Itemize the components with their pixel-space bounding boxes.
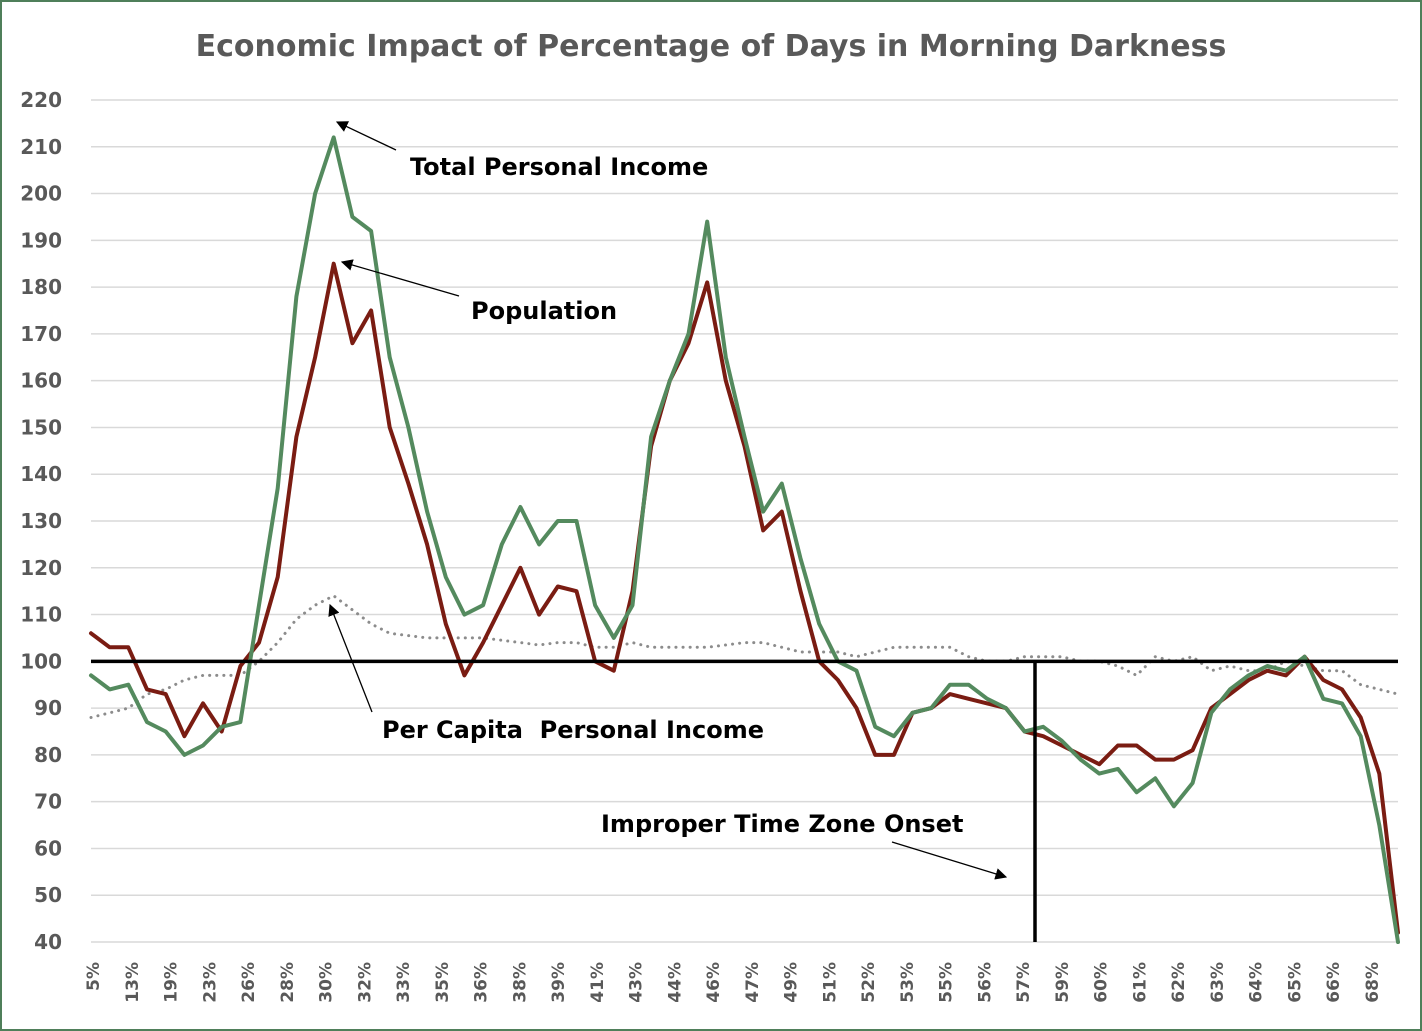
y-tick-label: 100 (20, 649, 62, 673)
x-tick-label: 60% (1092, 962, 1112, 1003)
series-line-total-personal-income (89, 135, 1400, 944)
x-tick-label: 52% (859, 962, 879, 1003)
x-tick-label: 68% (1363, 962, 1383, 1003)
y-tick-label: 40 (34, 930, 62, 954)
reference-lines (91, 659, 1398, 942)
x-tick-label: 47% (743, 962, 763, 1003)
series-line-population (89, 261, 1400, 935)
annotation-per-capita: Per Capita Personal Income (382, 716, 764, 744)
y-tick-label: 80 (34, 743, 62, 767)
x-tick-label: 30% (317, 962, 337, 1003)
x-tick-label: 65% (1285, 962, 1305, 1003)
x-tick-label: 33% (394, 962, 414, 1003)
x-axis-ticks: 5% 13% 19% 23% 26% 28% 30% 32% 33% 35% 36% 38% 39% 41… (84, 962, 1383, 1003)
y-tick-label: 150 (20, 415, 62, 439)
x-tick-label: 43% (627, 962, 647, 1003)
x-tick-label: 49% (782, 962, 802, 1003)
annotation-arrow-time-zone (891, 841, 1008, 880)
y-tick-label: 70 (34, 790, 62, 814)
y-tick-label: 210 (20, 135, 62, 159)
annotation-population: Population (471, 297, 617, 325)
x-tick-label: 59% (1053, 962, 1073, 1003)
x-tick-label: 63% (1208, 962, 1228, 1003)
x-tick-label: 36% (472, 962, 492, 1003)
x-tick-label: 38% (510, 962, 530, 1003)
x-tick-label: 28% (278, 962, 298, 1003)
y-tick-label: 120 (20, 556, 62, 580)
x-tick-label: 51% (820, 962, 840, 1003)
x-tick-label: 19% (162, 962, 182, 1003)
y-tick-label: 190 (20, 228, 62, 252)
x-tick-label: 32% (355, 962, 375, 1003)
y-tick-label: 220 (20, 88, 62, 112)
annotation-arrow-per-capita (328, 603, 373, 713)
x-tick-label: 5% (84, 962, 104, 991)
y-tick-label: 110 (20, 603, 62, 627)
x-tick-label: 55% (937, 962, 957, 1003)
x-tick-label: 64% (1247, 962, 1267, 1003)
x-tick-label: 53% (898, 962, 918, 1003)
y-axis-ticks: 220 210 200 190 180 170 160 150 140 130 120 110 100 9… (20, 88, 62, 954)
annotations: Total Personal Income Population Per Cap… (328, 121, 1008, 880)
annotation-arrow-population (340, 259, 460, 297)
y-tick-label: 200 (20, 182, 62, 206)
x-tick-label: 13% (123, 962, 143, 1003)
y-tick-label: 160 (20, 369, 62, 393)
annotation-arrow-total-income (335, 121, 397, 151)
y-tick-label: 170 (20, 322, 62, 346)
x-tick-label: 35% (433, 962, 453, 1003)
x-tick-label: 39% (549, 962, 569, 1003)
x-tick-label: 41% (588, 962, 608, 1003)
y-tick-label: 140 (20, 462, 62, 486)
annotation-time-zone-onset: Improper Time Zone Onset (601, 810, 963, 838)
y-tick-label: 90 (34, 696, 62, 720)
x-tick-label: 44% (665, 962, 685, 1003)
x-tick-label: 56% (975, 962, 995, 1003)
chart-title: Economic Impact of Percentage of Days in… (196, 29, 1227, 64)
x-tick-label: 23% (200, 962, 220, 1003)
series-lines (89, 135, 1400, 944)
x-tick-label: 26% (239, 962, 259, 1003)
x-tick-label: 66% (1324, 962, 1344, 1003)
x-tick-label: 46% (704, 962, 724, 1003)
annotation-total-income: Total Personal Income (410, 153, 708, 181)
x-tick-label: 62% (1169, 962, 1189, 1003)
y-tick-label: 130 (20, 509, 62, 533)
x-tick-label: 57% (1014, 962, 1034, 1003)
y-tick-label: 50 (34, 883, 62, 907)
y-tick-label: 180 (20, 275, 62, 299)
y-tick-label: 60 (34, 836, 62, 860)
x-tick-label: 61% (1130, 962, 1150, 1003)
